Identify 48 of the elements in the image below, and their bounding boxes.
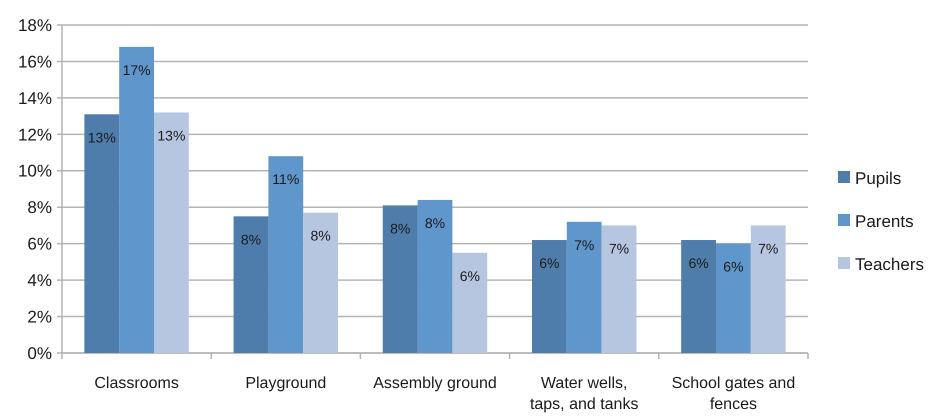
bar — [119, 46, 154, 353]
y-tick-label: 0% — [27, 344, 52, 363]
bar — [602, 225, 636, 353]
y-tick-label: 4% — [27, 271, 52, 290]
data-label: 7% — [758, 240, 778, 256]
legend-label: Teachers — [855, 254, 924, 274]
bar — [750, 225, 786, 353]
y-tick-label: 18% — [18, 16, 52, 35]
legend-label: Pupils — [855, 168, 902, 188]
bar — [234, 216, 268, 353]
bar — [566, 222, 602, 353]
bar — [418, 200, 452, 353]
bar — [681, 240, 716, 353]
y-tick-label: 2% — [27, 308, 52, 327]
data-label: 13% — [157, 127, 186, 144]
bar — [84, 114, 120, 353]
x-tick-label: School gates and fences — [672, 375, 796, 413]
y-tick-label: 16% — [18, 52, 52, 72]
bar — [452, 252, 488, 353]
bar — [382, 205, 418, 353]
bar — [532, 240, 567, 353]
data-label: 6% — [688, 255, 709, 272]
x-tick-label: Classrooms — [94, 375, 179, 392]
data-label: 6% — [723, 258, 744, 275]
data-label: 7% — [608, 240, 630, 256]
x-tick-label: Water wells, taps, and tanks — [530, 375, 638, 413]
data-label: 13% — [88, 129, 116, 146]
data-label: 6% — [460, 268, 480, 284]
data-label: 8% — [390, 220, 410, 236]
y-tick-label: 12% — [18, 125, 52, 144]
bar — [268, 156, 304, 353]
data-label: 6% — [539, 255, 560, 272]
y-tick-label: 6% — [27, 234, 52, 254]
bar — [716, 244, 751, 353]
x-tick-label: Assembly ground — [373, 375, 497, 392]
y-tick-label: 8% — [27, 198, 52, 218]
data-label: 7% — [574, 236, 594, 253]
data-label: 17% — [122, 62, 151, 78]
y-tick-label: 10% — [18, 162, 52, 181]
bar — [303, 212, 338, 353]
data-label: 8% — [240, 231, 262, 248]
bar — [154, 112, 189, 353]
y-tick-label: 14% — [18, 88, 52, 108]
x-tick-label: Playground — [245, 375, 326, 392]
data-label: 8% — [424, 214, 446, 231]
data-label: 8% — [310, 228, 331, 244]
data-label: 11% — [272, 171, 300, 188]
legend-label: Parents — [855, 212, 914, 231]
